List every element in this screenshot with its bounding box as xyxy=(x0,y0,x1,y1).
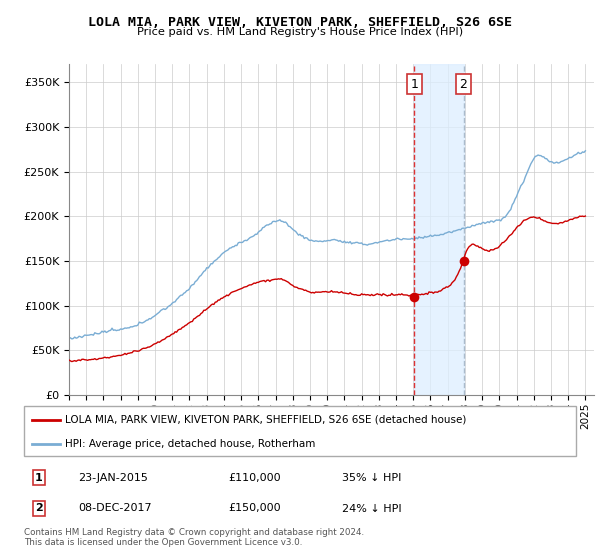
Text: Contains HM Land Registry data © Crown copyright and database right 2024.: Contains HM Land Registry data © Crown c… xyxy=(24,528,364,536)
Text: Price paid vs. HM Land Registry's House Price Index (HPI): Price paid vs. HM Land Registry's House … xyxy=(137,27,463,37)
Text: This data is licensed under the Open Government Licence v3.0.: This data is licensed under the Open Gov… xyxy=(24,538,302,547)
Text: £110,000: £110,000 xyxy=(228,473,281,483)
Text: LOLA MIA, PARK VIEW, KIVETON PARK, SHEFFIELD, S26 6SE (detached house): LOLA MIA, PARK VIEW, KIVETON PARK, SHEFF… xyxy=(65,414,467,424)
Text: HPI: Average price, detached house, Rotherham: HPI: Average price, detached house, Roth… xyxy=(65,439,316,449)
Text: 23-JAN-2015: 23-JAN-2015 xyxy=(78,473,148,483)
Text: 1: 1 xyxy=(35,473,43,483)
FancyBboxPatch shape xyxy=(24,406,576,456)
Text: £150,000: £150,000 xyxy=(228,503,281,514)
Text: LOLA MIA, PARK VIEW, KIVETON PARK, SHEFFIELD, S26 6SE: LOLA MIA, PARK VIEW, KIVETON PARK, SHEFF… xyxy=(88,16,512,29)
Text: 08-DEC-2017: 08-DEC-2017 xyxy=(78,503,152,514)
Text: 2: 2 xyxy=(35,503,43,514)
Text: 2: 2 xyxy=(460,78,467,91)
Text: 35% ↓ HPI: 35% ↓ HPI xyxy=(342,473,401,483)
Text: 24% ↓ HPI: 24% ↓ HPI xyxy=(342,503,401,514)
Bar xyxy=(414,64,464,395)
Text: 1: 1 xyxy=(410,78,418,91)
